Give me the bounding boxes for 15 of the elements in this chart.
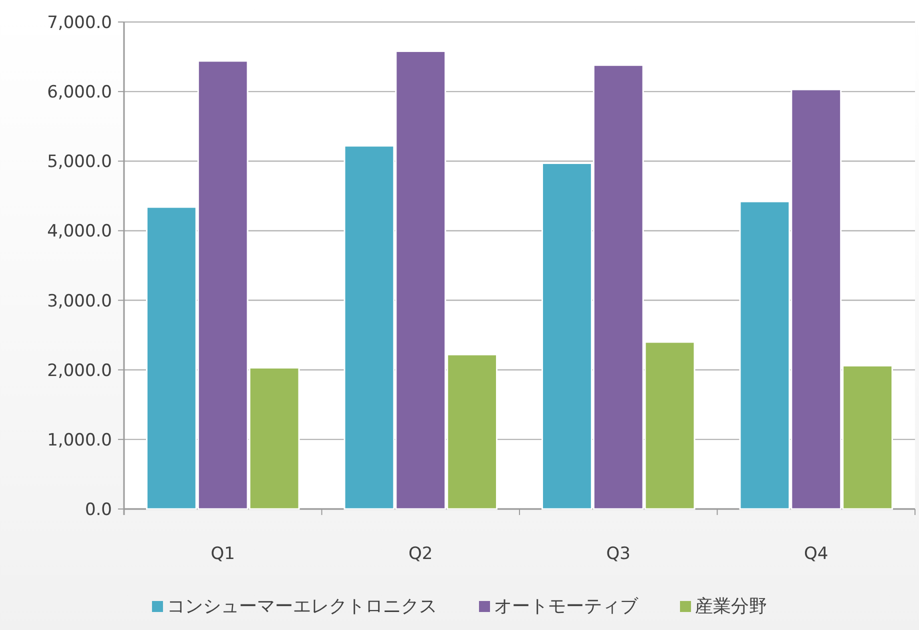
x-tick-label: Q2 [408,544,433,564]
legend-label: コンシューマーエレクトロニクス [167,596,437,617]
y-tick-label: 2,000.0 [47,360,112,381]
x-tick-label: Q3 [606,544,630,564]
y-tick-label: 1,000.0 [47,430,112,450]
y-tick-label: 4,000.0 [47,222,112,242]
legend-label: オートモーティブ [494,596,639,617]
y-tick-label: 6,000.0 [47,82,112,103]
x-tick-label: Q4 [804,544,828,564]
x-tick-label: Q1 [210,544,235,564]
legend-label: 産業分野 [695,596,767,617]
y-tick-label: 0.0 [84,500,112,520]
y-tick-label: 7,000.0 [47,13,112,33]
y-tick-label: 3,000.0 [47,291,112,312]
y-tick-label: 5,000.0 [47,152,112,172]
